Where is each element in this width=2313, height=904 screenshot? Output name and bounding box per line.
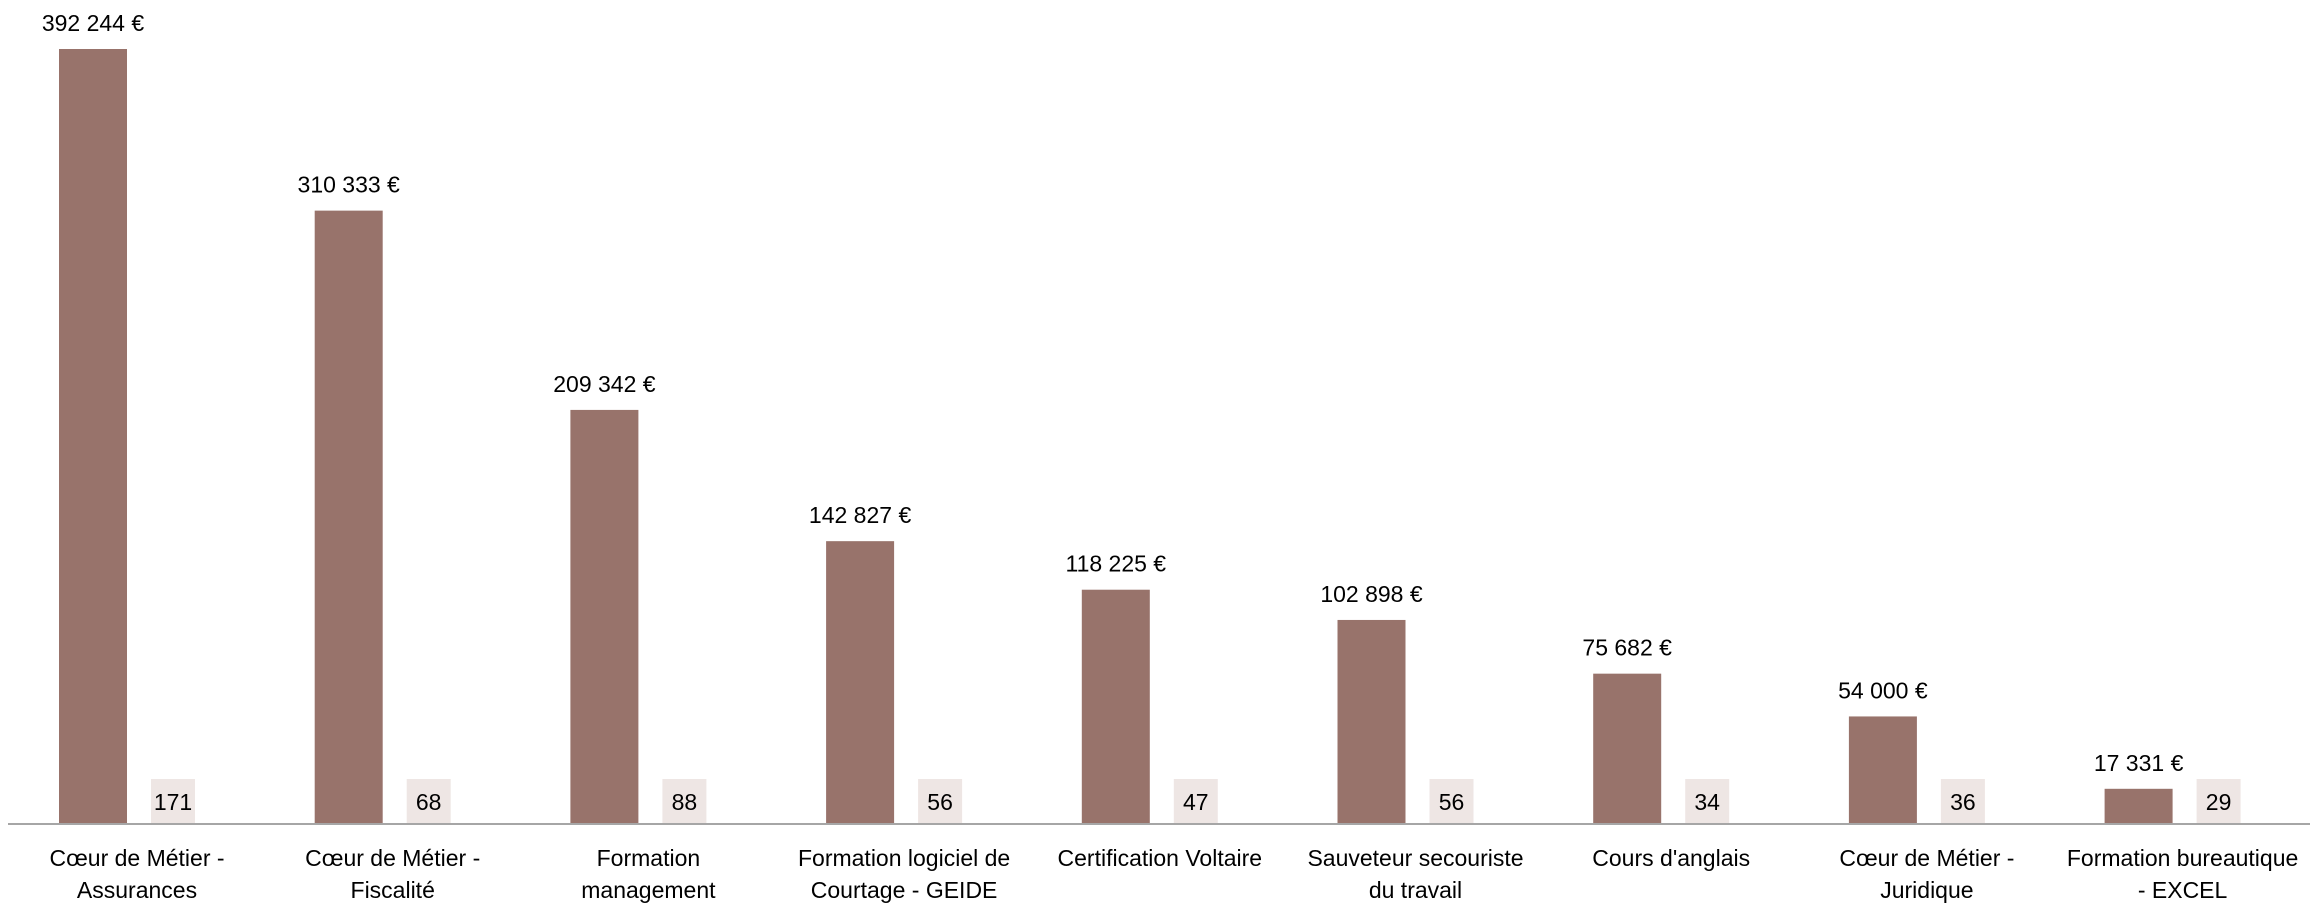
bar-value-label: 102 898 €	[1320, 581, 1423, 607]
counts-group: 171 68 88 56 47 56 34 36 29	[151, 779, 2241, 823]
count-label: 29	[2206, 789, 2232, 815]
category-label: Cœur de Métier -	[49, 845, 224, 871]
bar	[1081, 589, 1150, 823]
count-box	[662, 779, 707, 823]
category-label: Fiscalité	[351, 877, 435, 903]
bar	[1593, 673, 1662, 823]
count-label: 36	[1950, 789, 1976, 815]
bar-value-label: 392 244 €	[42, 10, 145, 36]
category-label: management	[581, 877, 716, 903]
bar-value-label: 209 342 €	[553, 371, 656, 397]
category-label: du travail	[1369, 877, 1462, 903]
category-label: Juridique	[1880, 877, 1973, 903]
bar	[314, 210, 383, 823]
count-box	[1173, 779, 1218, 823]
count-label: 88	[672, 789, 698, 815]
count-box	[2196, 779, 2241, 823]
count-box	[1429, 779, 1474, 823]
category-label: Certification Voltaire	[1058, 845, 1263, 871]
value-labels-group: 392 244 € 310 333 € 209 342 € 142 827 € 118 …	[42, 10, 2184, 776]
bar-value-label: 142 827 €	[809, 502, 912, 528]
category-label: Sauveteur secouriste	[1307, 845, 1523, 871]
category-label: - EXCEL	[2138, 877, 2228, 903]
category-label: Cœur de Métier -	[305, 845, 480, 871]
bar	[2104, 788, 2173, 823]
count-box	[1940, 779, 1985, 823]
count-label: 34	[1694, 789, 1720, 815]
bar	[826, 541, 895, 823]
count-box	[918, 779, 963, 823]
count-label: 47	[1183, 789, 1209, 815]
bar-value-label: 54 000 €	[1838, 677, 1928, 703]
category-label: Formation	[597, 845, 701, 871]
category-labels-group: Cœur de Métier - Assurances Cœur de Métier…	[49, 845, 2298, 903]
count-label: 68	[416, 789, 442, 815]
count-box	[1685, 779, 1730, 823]
category-label: Formation bureautique	[2067, 845, 2298, 871]
bar	[59, 49, 127, 823]
bar-value-label: 118 225 €	[1065, 551, 1166, 577]
bar-value-label: 17 331 €	[2094, 750, 2184, 776]
bar-value-label: 310 333 €	[298, 172, 401, 198]
category-label: Cœur de Métier -	[1839, 845, 2014, 871]
count-label: 171	[154, 789, 192, 815]
bar-value-label: 75 682 €	[1582, 635, 1672, 661]
count-label: 56	[927, 789, 953, 815]
category-label: Courtage - GEIDE	[811, 877, 998, 903]
count-label: 56	[1439, 789, 1465, 815]
bar	[1337, 619, 1406, 823]
category-label: Formation logiciel de	[798, 845, 1010, 871]
count-box	[151, 779, 195, 823]
bars-group	[59, 49, 2173, 823]
bar	[1848, 716, 1917, 823]
category-label: Assurances	[77, 877, 197, 903]
category-label: Cours d'anglais	[1592, 845, 1750, 871]
bar	[570, 409, 639, 823]
count-box	[406, 779, 451, 823]
